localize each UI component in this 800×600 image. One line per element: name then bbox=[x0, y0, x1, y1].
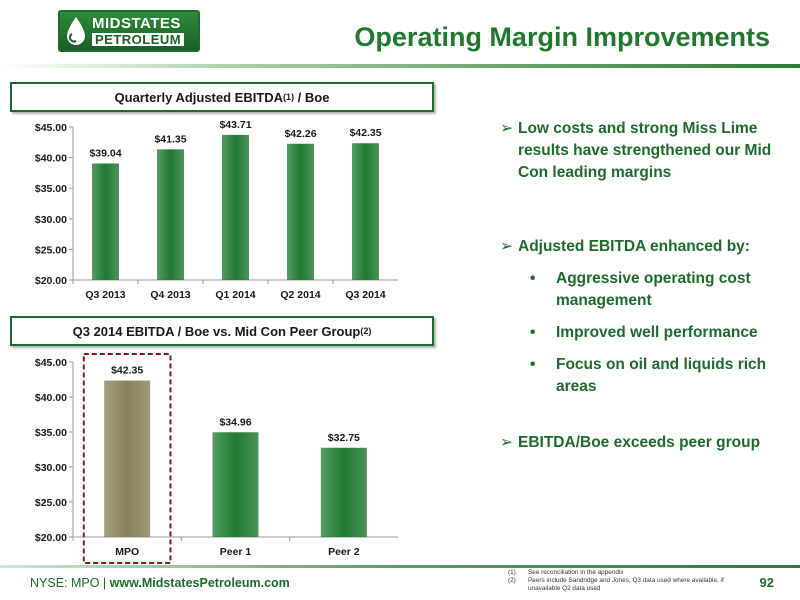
footnote: (2) Peers include Sandridge and Jones, Q… bbox=[508, 577, 748, 593]
y-tick-label: $35.00 bbox=[35, 183, 67, 195]
logo-text-top: MIDSTATES bbox=[92, 15, 181, 32]
x-tick-label: Peer 1 bbox=[220, 546, 252, 558]
oil-drop-icon bbox=[67, 17, 85, 45]
chart1-footnote-ref: (1) bbox=[283, 92, 295, 102]
footnote-text: Peers include Sandridge and Jones, Q3 da… bbox=[528, 577, 724, 592]
bullet-item: ➢ EBITDA/Boe exceeds peer group bbox=[500, 432, 790, 454]
footnote: (1) See reconciliation in the appendix bbox=[508, 569, 748, 577]
dot-bullet-icon: • bbox=[530, 356, 536, 373]
company-logo: MIDSTATES PETROLEUM bbox=[58, 10, 200, 52]
website-link[interactable]: www.MidstatesPetroleum.com bbox=[109, 576, 290, 590]
bar bbox=[287, 143, 314, 280]
footnote-number: (1) bbox=[508, 569, 516, 576]
footnotes: (1) See reconciliation in the appendix (… bbox=[508, 569, 748, 593]
footer-ticker: NYSE: MPO | www.MidstatesPetroleum.com bbox=[30, 576, 290, 590]
quarterly-ebitda-chart: $20.00 $25.00 $30.00 $35.00 $40.00 $45.00 $39.… bbox=[35, 119, 398, 301]
x-tick-label: Q1 2014 bbox=[215, 289, 255, 301]
chart1-title: Quarterly Adjusted EBITDA bbox=[114, 89, 284, 105]
bar bbox=[212, 432, 259, 537]
bar-value-label: $41.35 bbox=[154, 133, 186, 145]
bar-value-label: $34.96 bbox=[219, 416, 251, 428]
y-tick-label: $40.00 bbox=[35, 392, 67, 404]
bar bbox=[222, 134, 249, 280]
bar bbox=[92, 163, 119, 280]
bar-value-label: $42.35 bbox=[349, 127, 381, 139]
y-tick-label: $20.00 bbox=[35, 532, 67, 544]
y-tick-label: $40.00 bbox=[35, 153, 67, 165]
bullet-item: ➢ Adjusted EBITDA enhanced by: • Aggress… bbox=[500, 236, 790, 398]
sub-bullet-text: Improved well performance bbox=[556, 324, 758, 341]
chart2-title: Q3 2014 EBITDA / Boe vs. Mid Con Peer Gr… bbox=[72, 323, 361, 339]
bar bbox=[320, 447, 367, 537]
sub-bullet-item: • Focus on oil and liquids rich areas bbox=[530, 354, 790, 398]
bar-value-label: $32.75 bbox=[328, 432, 360, 444]
footnote-text: See reconciliation in the appendix bbox=[528, 569, 624, 576]
page-number: 92 bbox=[759, 575, 774, 590]
y-tick-label: $25.00 bbox=[35, 497, 67, 509]
y-tick-label: $25.00 bbox=[35, 244, 67, 256]
dot-bullet-icon: • bbox=[530, 270, 536, 287]
footnote-number: (2) bbox=[508, 577, 516, 584]
bullet-item: ➢ Low costs and strong Miss Lime results… bbox=[500, 118, 790, 184]
chart2-footnote-ref: (2) bbox=[360, 326, 372, 336]
sub-bullet-item: • Aggressive operating cost management bbox=[530, 268, 790, 312]
y-tick-label: $35.00 bbox=[35, 427, 67, 439]
sub-bullet-text: Focus on oil and liquids rich areas bbox=[556, 356, 767, 395]
x-tick-label: Q3 2013 bbox=[85, 289, 125, 301]
x-tick-label: Peer 2 bbox=[328, 546, 360, 558]
y-tick-label: $30.00 bbox=[35, 462, 67, 474]
bar-value-label: $42.26 bbox=[284, 128, 316, 140]
bullet-text: Low costs and strong Miss Lime results h… bbox=[518, 120, 772, 181]
x-tick-label: Q3 2014 bbox=[345, 289, 385, 301]
bar bbox=[157, 149, 184, 280]
page-title: Operating Margin Improvements bbox=[354, 22, 770, 52]
chart1-title-suffix: / Boe bbox=[294, 89, 330, 105]
highlight-box bbox=[82, 353, 172, 564]
logo-text-bottom: PETROLEUM bbox=[92, 33, 185, 46]
y-tick-label: $20.00 bbox=[35, 275, 67, 287]
arrow-bullet-icon: ➢ bbox=[500, 434, 513, 451]
bullet-text: EBITDA/Boe exceeds peer group bbox=[518, 434, 761, 451]
sub-bullet-text: Aggressive operating cost management bbox=[556, 270, 751, 309]
x-tick-label: Q4 2013 bbox=[150, 289, 190, 301]
x-tick-label: Q2 2014 bbox=[280, 289, 320, 301]
footer-divider bbox=[0, 565, 800, 568]
chart1-title-box: Quarterly Adjusted EBITDA (1) / Boe bbox=[10, 82, 434, 112]
y-tick-label: $45.00 bbox=[35, 122, 67, 134]
bar bbox=[104, 380, 151, 537]
peer-group-chart: $20.00 $25.00 $30.00 $35.00 $40.00 $45.00 $42.… bbox=[35, 353, 398, 564]
bar-value-label: $42.35 bbox=[111, 365, 143, 377]
bar bbox=[352, 143, 379, 280]
bar-value-label: $39.04 bbox=[89, 147, 121, 159]
y-tick-label: $45.00 bbox=[35, 357, 67, 369]
y-tick-label: $30.00 bbox=[35, 214, 67, 226]
arrow-bullet-icon: ➢ bbox=[500, 120, 513, 137]
dot-bullet-icon: • bbox=[530, 324, 536, 341]
bar-value-label: $43.71 bbox=[219, 119, 251, 131]
bullet-text: Adjusted EBITDA enhanced by: bbox=[518, 238, 750, 255]
arrow-bullet-icon: ➢ bbox=[500, 238, 513, 255]
chart2-title-box: Q3 2014 EBITDA / Boe vs. Mid Con Peer Gr… bbox=[10, 316, 434, 346]
ticker-text: NYSE: MPO | bbox=[30, 576, 110, 590]
x-tick-label: MPO bbox=[115, 546, 139, 558]
sub-bullet-item: • Improved well performance bbox=[530, 322, 790, 344]
title-divider bbox=[0, 64, 800, 68]
